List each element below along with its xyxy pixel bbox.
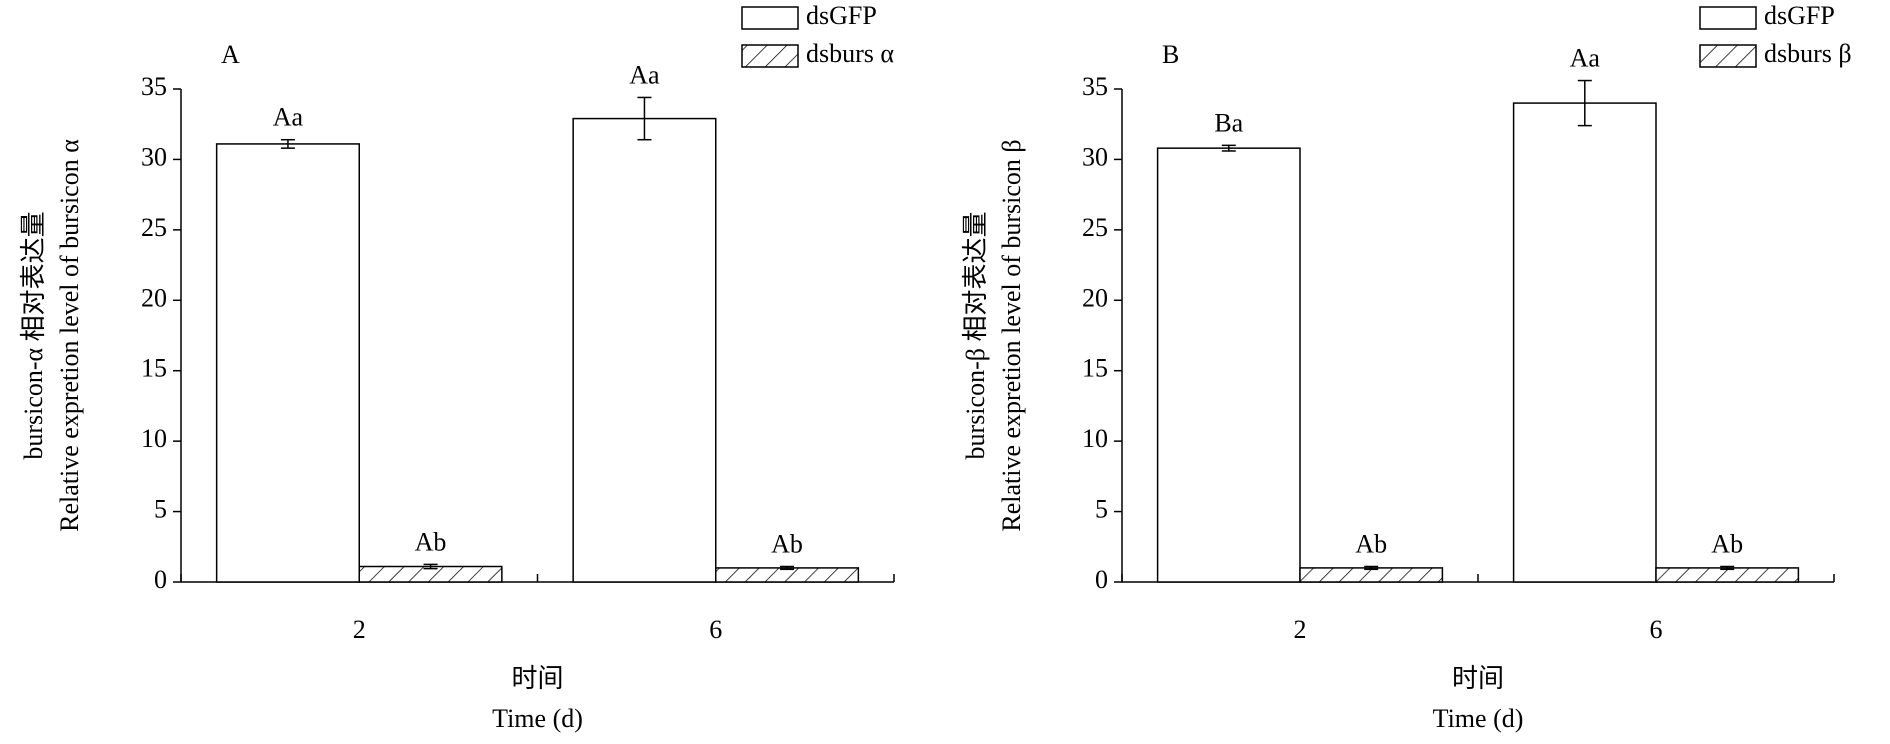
bar bbox=[572, 117, 717, 583]
y-tick-label: 25 bbox=[141, 213, 167, 242]
y-tick-label: 15 bbox=[1082, 354, 1108, 383]
legend-swatch bbox=[1699, 6, 1757, 30]
bar bbox=[215, 143, 360, 583]
y-tick-label: 0 bbox=[1095, 565, 1108, 594]
y-tick-label: 30 bbox=[141, 142, 167, 171]
x-tick-label: 6 bbox=[709, 615, 722, 644]
y-tick-label: 20 bbox=[141, 283, 167, 312]
significance-label: Aa bbox=[629, 60, 660, 89]
error-bar bbox=[637, 96, 652, 141]
significance-label: Aa bbox=[1570, 44, 1601, 73]
legend-label: dsGFP bbox=[1764, 1, 1835, 30]
significance-label: Ab bbox=[771, 529, 803, 558]
bar bbox=[1512, 102, 1657, 583]
legend-label: dsburs β bbox=[1764, 39, 1852, 68]
x-tick-label: 6 bbox=[1650, 615, 1663, 644]
x-axis-label: Time (d) bbox=[1433, 704, 1524, 733]
legend-label: dsGFP bbox=[806, 1, 877, 30]
y-tick-label: 0 bbox=[154, 565, 167, 594]
y-tick-label: 15 bbox=[141, 354, 167, 383]
panel-label: A bbox=[221, 40, 240, 69]
error-bar bbox=[1577, 79, 1592, 127]
y-tick-label: 5 bbox=[154, 495, 167, 524]
legend-swatch bbox=[741, 44, 799, 68]
y-tick-label: 5 bbox=[1095, 495, 1108, 524]
y-axis-label: Relative expretion level of bursicon β bbox=[997, 139, 1026, 531]
y-tick-label: 30 bbox=[1082, 142, 1108, 171]
y-tick-label: 10 bbox=[1082, 424, 1108, 453]
error-bar bbox=[1221, 144, 1236, 152]
legend-swatch bbox=[1699, 44, 1757, 68]
significance-label: Ba bbox=[1214, 108, 1243, 137]
significance-label: Aa bbox=[273, 103, 304, 132]
y-tick-label: 35 bbox=[141, 72, 167, 101]
y-tick-label: 35 bbox=[1082, 72, 1108, 101]
significance-label: Ab bbox=[1355, 529, 1387, 558]
bar bbox=[1156, 147, 1301, 583]
x-tick-label: 2 bbox=[353, 615, 366, 644]
y-tick-label: 25 bbox=[1082, 213, 1108, 242]
error-bar bbox=[423, 563, 438, 570]
x-axis-label: Time (d) bbox=[492, 704, 583, 733]
legend-label: dsburs α bbox=[806, 39, 894, 68]
significance-label: Ab bbox=[415, 527, 447, 556]
error-bar bbox=[1720, 565, 1735, 571]
y-axis-label: Relative expretion level of bursicon α bbox=[55, 139, 84, 532]
y-tick-label: 20 bbox=[1082, 283, 1108, 312]
error-bar bbox=[780, 565, 795, 571]
y-axis-label: bursicon-β 相对表达量 bbox=[961, 212, 990, 460]
x-axis-label: 时间 bbox=[511, 664, 563, 693]
error-bar bbox=[280, 138, 295, 149]
error-bar bbox=[1364, 565, 1379, 571]
y-tick-label: 10 bbox=[141, 424, 167, 453]
panel-label: B bbox=[1162, 40, 1179, 69]
x-tick-label: 2 bbox=[1294, 615, 1307, 644]
significance-label: Ab bbox=[1711, 529, 1743, 558]
y-axis-label: bursicon-α 相对表达量 bbox=[19, 211, 48, 459]
x-axis-label: 时间 bbox=[1452, 664, 1504, 693]
legend-swatch bbox=[741, 6, 799, 30]
